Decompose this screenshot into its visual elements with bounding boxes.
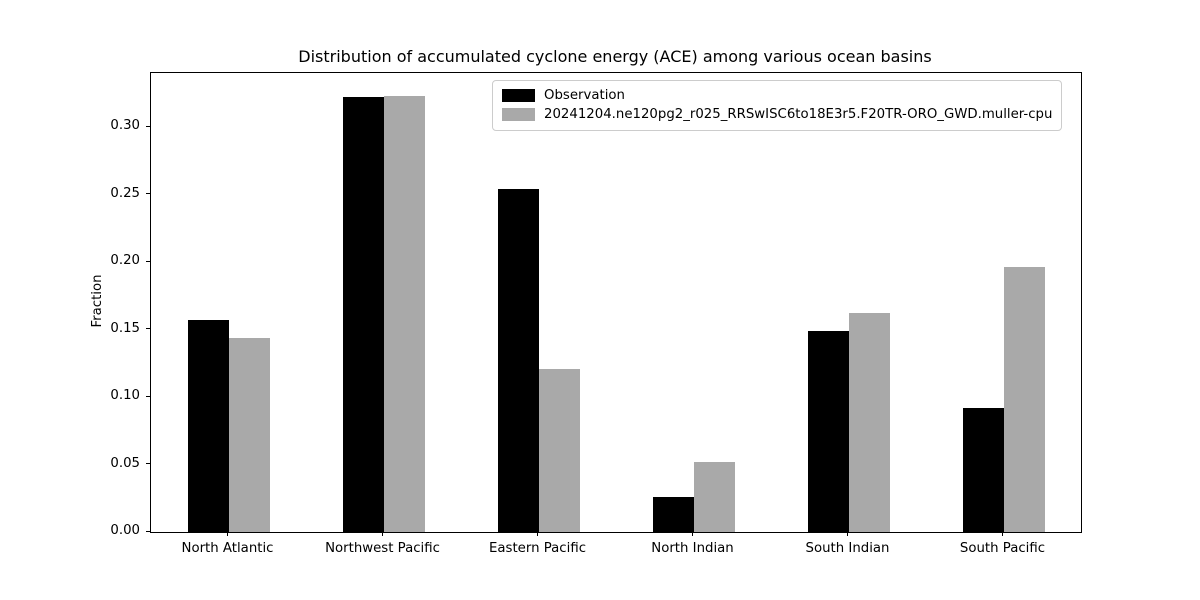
x-tick-label-northwest-pacific: Northwest Pacific xyxy=(325,541,440,556)
bar-observation-eastern-pacific xyxy=(497,189,539,532)
legend-entry-model: 20241204.ne120pg2_r025_RRSwISC6to18E3r5.… xyxy=(502,105,1052,124)
bar-model-south-indian xyxy=(848,313,890,532)
x-tick-mark-north-indian xyxy=(692,532,693,536)
bar-observation-south-pacific xyxy=(962,407,1004,532)
y-tick-mark-0.05 xyxy=(146,463,150,464)
legend-swatch-model xyxy=(502,108,535,121)
y-axis-label-text: Fraction xyxy=(90,274,105,328)
legend-label-observation: Observation xyxy=(544,87,625,103)
y-tick-label-0.10: 0.10 xyxy=(110,388,140,403)
x-tick-mark-south-indian xyxy=(847,532,848,536)
bar-model-north-indian xyxy=(693,461,735,532)
legend: Observation 20241204.ne120pg2_r025_RRSwI… xyxy=(492,80,1063,131)
x-tick-label-north-indian: North Indian xyxy=(651,541,734,556)
y-tick-mark-0.00 xyxy=(146,530,150,532)
bar-observation-north-indian xyxy=(652,496,694,532)
y-tick-mark-0.10 xyxy=(146,395,150,397)
y-tick-label-0.30: 0.30 xyxy=(110,118,140,133)
x-tick-label-south-pacific: South Pacific xyxy=(959,541,1046,556)
bar-model-south-pacific xyxy=(1003,267,1045,532)
y-tick-mark-0.25 xyxy=(146,193,150,194)
y-tick-mark-0.20 xyxy=(146,260,150,262)
x-tick-mark-eastern-pacific xyxy=(537,532,538,536)
bar-model-northwest-pacific xyxy=(383,95,425,532)
plot-area xyxy=(150,72,1082,533)
y-tick-mark-0.15 xyxy=(146,328,150,329)
x-tick-label-eastern-pacific: Eastern Pacific xyxy=(488,541,587,556)
y-tick-mark-0.30 xyxy=(146,125,150,127)
x-tick-label-south-indian: South Indian xyxy=(805,541,890,556)
y-tick-label-0.15: 0.15 xyxy=(110,320,140,336)
legend-swatch-observation xyxy=(502,89,535,102)
x-tick-mark-northwest-pacific xyxy=(382,532,383,536)
bar-observation-south-indian xyxy=(807,330,849,532)
bar-observation-north-atlantic xyxy=(187,320,229,532)
x-tick-mark-south-pacific xyxy=(1002,532,1003,536)
y-tick-label-0.05: 0.05 xyxy=(110,455,140,471)
chart-title: Distribution of accumulated cyclone ener… xyxy=(298,47,932,66)
legend-label-model: 20241204.ne120pg2_r025_RRSwISC6to18E3r5.… xyxy=(544,106,1053,122)
x-tick-label-north-atlantic: North Atlantic xyxy=(181,541,274,556)
y-tick-label-0.00: 0.00 xyxy=(110,523,140,538)
bar-observation-northwest-pacific xyxy=(342,97,384,532)
legend-entry-observation: Observation xyxy=(502,86,1052,105)
bar-model-eastern-pacific xyxy=(538,368,580,532)
bar-model-north-atlantic xyxy=(228,337,270,532)
x-tick-mark-north-atlantic xyxy=(227,532,228,536)
y-tick-label-0.25: 0.25 xyxy=(110,185,140,201)
y-tick-label-0.20: 0.20 xyxy=(110,253,140,268)
